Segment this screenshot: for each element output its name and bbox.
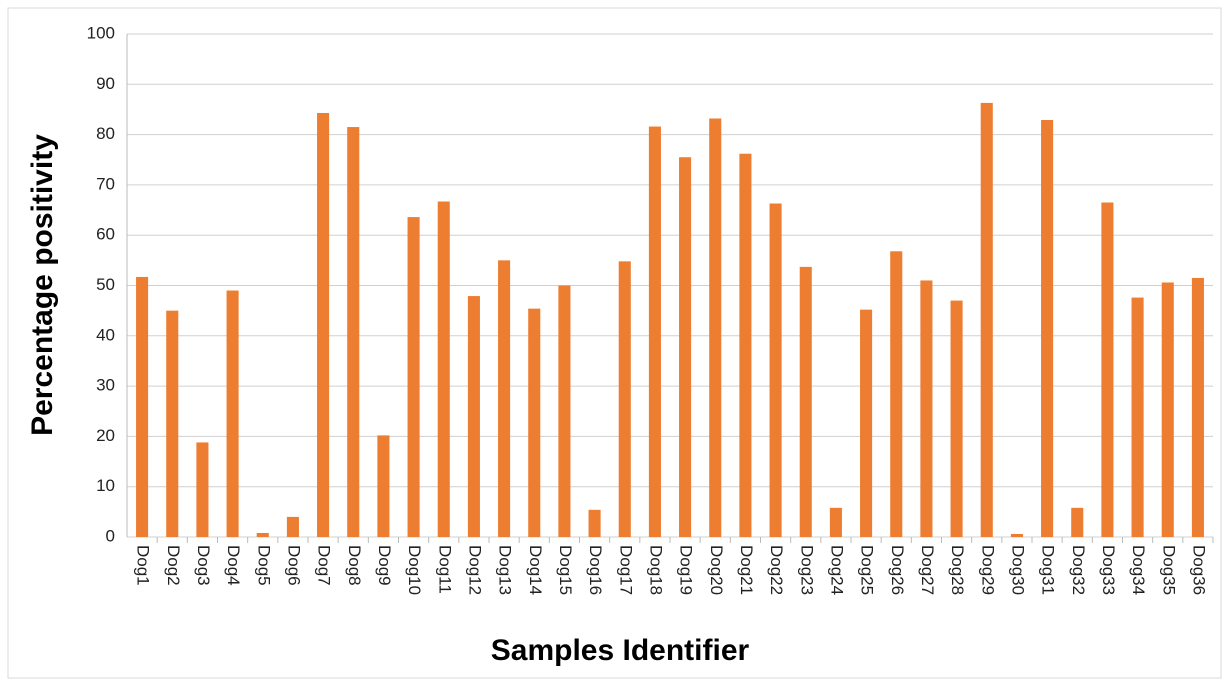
x-axis-title: Samples Identifier xyxy=(491,634,750,667)
x-tick-label: Dog15 xyxy=(556,545,575,595)
bar xyxy=(1161,282,1174,537)
x-tick-label: Dog7 xyxy=(315,545,334,586)
x-tick-label: Dog21 xyxy=(737,545,756,595)
x-tick-label: Dog1 xyxy=(134,545,153,586)
x-tick-label: Dog8 xyxy=(345,545,364,586)
x-tick-label: Dog32 xyxy=(1069,545,1088,595)
bar xyxy=(648,126,661,537)
x-tick-label: Dog9 xyxy=(375,545,394,586)
bar xyxy=(1010,533,1023,537)
bar xyxy=(1071,507,1084,537)
bar xyxy=(347,127,360,538)
bar xyxy=(1131,297,1144,537)
bar xyxy=(498,260,511,537)
x-tick-label: Dog35 xyxy=(1159,545,1178,595)
x-tick-label: Dog6 xyxy=(284,545,303,586)
bar xyxy=(1191,277,1204,537)
x-tick-label: Dog31 xyxy=(1039,545,1058,595)
x-tick-label: Dog11 xyxy=(435,545,454,594)
x-tick-label: Dog12 xyxy=(465,545,484,595)
x-tick-label: Dog5 xyxy=(254,545,273,586)
x-tick-label: Dog27 xyxy=(918,545,937,595)
bar xyxy=(588,509,601,537)
x-tick-label: Dog3 xyxy=(194,545,213,586)
bar xyxy=(317,112,330,537)
x-tick-label: Dog17 xyxy=(616,545,635,595)
x-tick-label: Dog22 xyxy=(767,545,786,595)
y-tick-label: 10 xyxy=(96,476,115,495)
x-tick-label: Dog10 xyxy=(405,545,424,595)
bar xyxy=(528,308,541,537)
bar xyxy=(799,266,812,537)
bar xyxy=(769,203,782,538)
y-tick-label: 0 xyxy=(106,526,115,545)
bar xyxy=(739,153,752,538)
bar xyxy=(256,532,269,537)
chart-border xyxy=(7,7,1222,679)
y-tick-label: 90 xyxy=(96,74,115,93)
x-tick-label: Dog28 xyxy=(948,545,967,595)
bar xyxy=(860,309,873,537)
bar xyxy=(920,280,933,537)
x-tick-label: Dog29 xyxy=(978,545,997,595)
y-tick-label: 20 xyxy=(96,426,115,445)
y-axis-title: Percentage positivity xyxy=(26,134,59,436)
x-tick-label: Dog2 xyxy=(164,545,183,586)
bar xyxy=(286,516,299,537)
bar xyxy=(890,251,903,537)
bar xyxy=(1101,202,1114,537)
x-tick-label: Dog30 xyxy=(1008,545,1027,595)
bar xyxy=(437,201,450,537)
x-tick-label: Dog23 xyxy=(797,545,816,595)
x-tick-label: Dog36 xyxy=(1189,545,1208,595)
y-tick-label: 50 xyxy=(96,275,115,294)
x-tick-label: Dog13 xyxy=(496,545,515,595)
y-tick-label: 80 xyxy=(96,124,115,143)
x-tick-label: Dog14 xyxy=(526,545,545,595)
bar xyxy=(709,118,722,537)
x-tick-label: Dog24 xyxy=(827,545,846,595)
bar xyxy=(980,102,993,537)
x-tick-label: Dog25 xyxy=(858,545,877,595)
y-tick-label: 30 xyxy=(96,376,115,395)
bar xyxy=(377,435,390,537)
bar xyxy=(618,261,631,537)
x-tick-label: Dog16 xyxy=(586,545,605,595)
y-tick-label: 70 xyxy=(96,174,115,193)
bar xyxy=(679,157,692,538)
bar xyxy=(136,276,149,537)
bar xyxy=(196,442,209,537)
bar xyxy=(950,300,963,537)
y-tick-label: 40 xyxy=(96,325,115,344)
bar xyxy=(407,217,420,538)
bar xyxy=(226,290,239,537)
y-tick-label: 60 xyxy=(96,225,115,244)
bar xyxy=(467,296,480,537)
x-tick-label: Dog33 xyxy=(1099,545,1118,595)
x-tick-label: Dog18 xyxy=(646,545,665,595)
x-tick-label: Dog4 xyxy=(224,545,243,586)
x-tick-label: Dog20 xyxy=(707,545,726,595)
x-tick-label: Dog19 xyxy=(677,545,696,595)
bar xyxy=(1041,120,1054,537)
y-tick-label: 100 xyxy=(87,23,115,42)
bar xyxy=(166,310,179,537)
x-tick-label: Dog26 xyxy=(888,545,907,595)
bar xyxy=(829,507,842,537)
x-tick-label: Dog34 xyxy=(1129,545,1148,595)
bar xyxy=(558,285,571,537)
